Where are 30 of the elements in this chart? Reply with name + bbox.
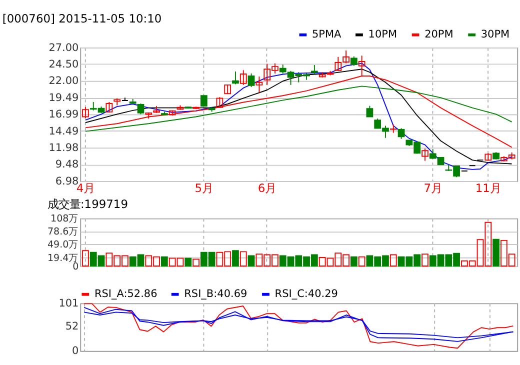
y-tick-label: 0 [72,261,79,272]
y-tick-label: 9.48 [55,158,79,171]
x-tick-label: 5月 [194,181,214,196]
y-tick-label: 11.98 [48,142,79,154]
x-tick-label: 7月 [424,181,442,196]
legend-label: 30PM [480,28,510,41]
y-tick-label: 108万 [50,214,79,225]
y-tick-label: 52 [65,320,79,333]
y-tick-label: 49.0万 [47,240,79,251]
y-tick-label: 6.98 [55,175,79,188]
y-tick-label: 78.6万 [47,226,79,238]
chart-title: [000760] 2015-11-05 10:10 [2,12,162,26]
y-tick-label: 19.49 [48,92,79,104]
y-tick-label: 27.00 [48,42,79,54]
y-tick-label: 14.49 [48,125,79,138]
legend-label: RSI_B:40.69 [184,288,248,300]
x-tick-label: 11月 [475,181,501,196]
chart-title: 成交量:199719 [47,196,128,211]
legend-label: 5PMA [312,28,342,41]
y-tick-label: 19.4万 [47,252,79,264]
y-tick-label: 0 [72,345,79,358]
x-tick-label: 6月 [258,181,276,196]
y-tick-label: 101 [58,298,79,310]
y-tick-label: 22.00 [48,75,79,88]
y-tick-label: 24.50 [48,58,79,71]
series-label: RSI_A:52.86 [94,288,158,300]
legend-label: 10PM [368,28,398,41]
y-tick-label: 16.99 [48,108,79,121]
legend-label: RSI_C:40.29 [274,288,338,300]
legend-label: 20PM [424,28,454,41]
